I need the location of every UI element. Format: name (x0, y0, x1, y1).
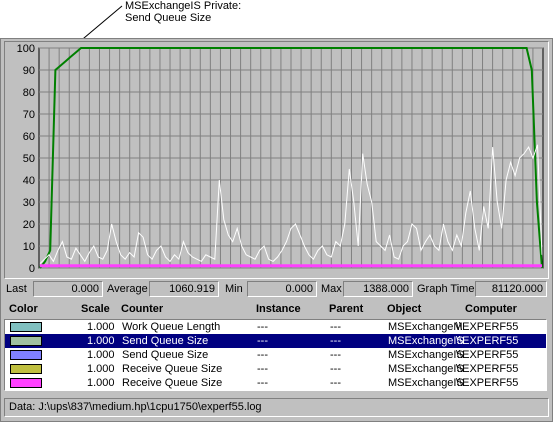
max-value: 1388.000 (343, 281, 413, 297)
legend-cell-instance: --- (257, 335, 268, 347)
series-line-1 (39, 144, 543, 264)
y-tick-label: 60 (23, 131, 35, 143)
y-tick-label: 30 (23, 197, 35, 209)
legend-row[interactable]: 1.000 Receive Queue Size --- --- MSExchangeI… (5, 362, 546, 376)
performance-monitor-window: 0 10 20 30 40 50 60 70 80 90 100 Last 0.000 Averag… (0, 38, 553, 422)
legend-header: Color Scale Counter Instance Parent Obje… (1, 303, 553, 319)
legend-row[interactable]: 1.000 Send Queue Size --- --- MSExchangeIS \\… (5, 334, 546, 348)
line-chart: 0 10 20 30 40 50 60 70 80 90 100 (17, 43, 544, 275)
legend-cell-scale: 1.000 (87, 349, 115, 361)
header-scale[interactable]: Scale (81, 303, 110, 315)
last-value: 0.000 (33, 281, 103, 297)
legend-cell-counter: Receive Queue Size (122, 363, 223, 375)
counter-callout: MSExchangeIS Private: Send Queue Size (125, 0, 241, 24)
callout-line1: MSExchangeIS Private: (125, 0, 242, 12)
legend-cell-object: MSExchangeIS (388, 377, 464, 389)
header-parent[interactable]: Parent (329, 303, 364, 315)
legend-cell-scale: 1.000 (87, 335, 115, 347)
legend-cell-computer: \\EXPERF55 (456, 349, 519, 361)
legend-cell-instance: --- (257, 321, 268, 333)
legend-cell-scale: 1.000 (87, 363, 115, 375)
legend-row[interactable]: 1.000 Send Queue Size --- --- MSExchangeIS \\… (5, 348, 546, 362)
color-swatch (10, 364, 42, 374)
average-value: 1060.919 (149, 281, 219, 297)
y-tick-label: 70 (23, 109, 35, 121)
y-tick-label: 20 (23, 219, 35, 231)
y-tick-label: 0 (29, 263, 35, 275)
status-bar: Data: J:\ups\837\medium.hp\1cpu1750\expe… (4, 398, 549, 417)
legend-cell-parent: --- (330, 321, 341, 333)
header-instance[interactable]: Instance (256, 303, 301, 315)
legend-cell-scale: 1.000 (87, 377, 115, 389)
y-tick-label: 10 (23, 241, 35, 253)
legend-cell-instance: --- (257, 363, 268, 375)
min-label: Min (225, 283, 243, 295)
color-swatch (10, 322, 42, 332)
legend-cell-counter: Work Queue Length (122, 321, 221, 333)
legend-cell-computer: \\EXPERF55 (456, 321, 519, 333)
stats-bar: Last 0.000 Average 1060.919 Min 0.000 Ma… (1, 281, 553, 299)
chart-frame: 0 10 20 30 40 50 60 70 80 90 100 (4, 41, 549, 279)
max-label: Max (321, 283, 342, 295)
legend-cell-object: MSExchangeIS (388, 349, 464, 361)
last-label: Last (6, 283, 27, 295)
legend-cell-parent: --- (330, 377, 341, 389)
graph-time-value: 81120.000 (475, 281, 547, 297)
legend-cell-parent: --- (330, 335, 341, 347)
legend-row[interactable]: 1.000 Work Queue Length --- --- MSExchangeM \… (5, 320, 546, 334)
series-line-0 (39, 47, 543, 269)
header-counter[interactable]: Counter (121, 303, 164, 315)
legend-cell-parent: --- (330, 349, 341, 361)
y-tick-label: 100 (17, 43, 35, 55)
legend-cell-instance: --- (257, 377, 268, 389)
graph-time-label: Graph Time (417, 283, 475, 295)
legend-cell-counter: Receive Queue Size (122, 377, 223, 389)
legend-cell-computer: \\EXPERF55 (456, 377, 519, 389)
legend-cell-object: MSExchangeIS (388, 335, 464, 347)
header-computer[interactable]: Computer (465, 303, 517, 315)
y-tick-label: 50 (23, 153, 35, 165)
color-swatch (10, 350, 42, 360)
legend-cell-object: MSExchangeM (388, 321, 463, 333)
legend-cell-computer: \\EXPERF55 (456, 335, 519, 347)
legend-cell-counter: Send Queue Size (122, 349, 209, 361)
legend-cell-scale: 1.000 (87, 321, 115, 333)
legend-cell-instance: --- (257, 349, 268, 361)
status-text: Data: J:\ups\837\medium.hp\1cpu1750\expe… (9, 401, 262, 413)
color-swatch (10, 378, 42, 388)
legend-cell-computer: \\EXPERF55 (456, 363, 519, 375)
header-object[interactable]: Object (387, 303, 422, 315)
y-tick-label: 80 (23, 87, 35, 99)
legend-cell-counter: Send Queue Size (122, 335, 209, 347)
y-tick-label: 40 (23, 175, 35, 187)
callout-line2: Send Queue Size (125, 12, 212, 24)
average-label: Average (107, 283, 148, 295)
legend-cell-object: MSExchangeIS (388, 363, 464, 375)
color-swatch (10, 336, 42, 346)
legend-row[interactable]: 1.000 Receive Queue Size --- --- MSExchangeI… (5, 376, 546, 390)
header-color[interactable]: Color (9, 303, 38, 315)
min-value: 0.000 (247, 281, 317, 297)
y-tick-label: 90 (23, 65, 35, 77)
legend-cell-parent: --- (330, 363, 341, 375)
legend-list[interactable]: 1.000 Work Queue Length --- --- MSExchangeM \… (4, 319, 547, 391)
